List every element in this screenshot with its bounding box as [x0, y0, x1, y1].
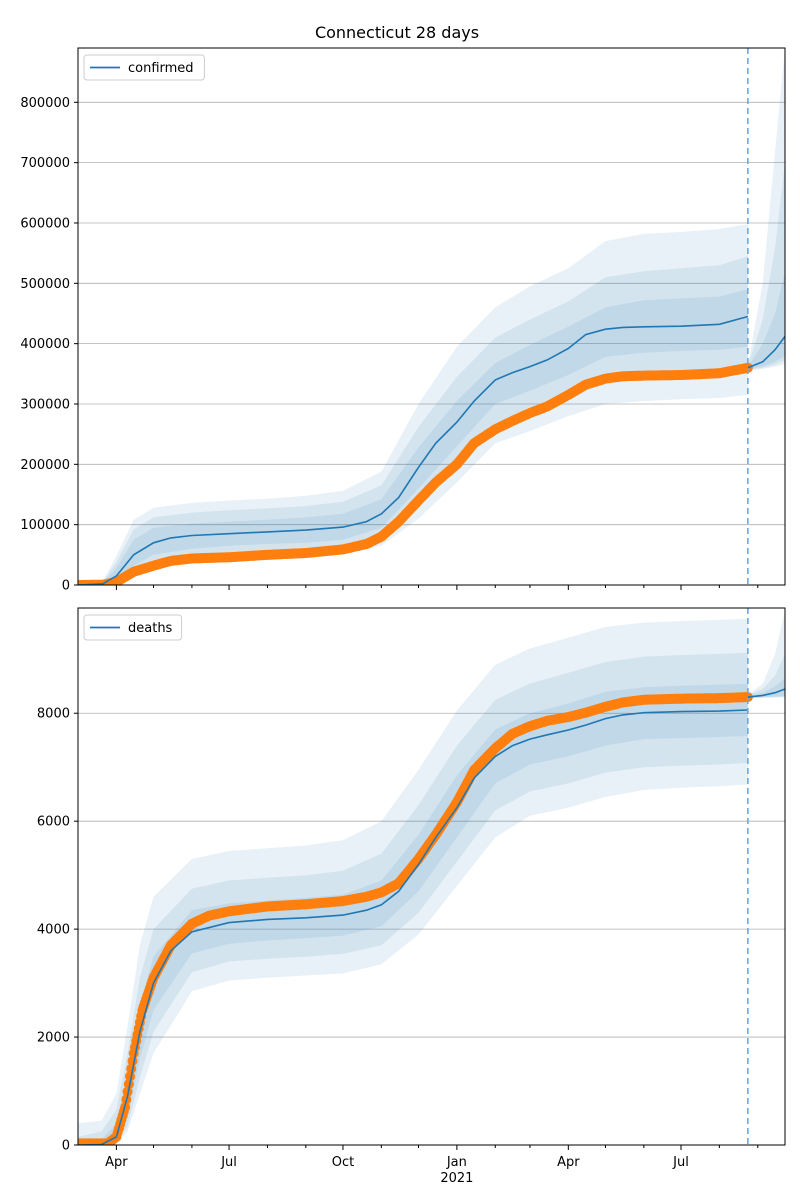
- fit-line: [78, 709, 748, 1145]
- axes-frame: [77, 607, 786, 1146]
- uncertainty-band-forecast-band-80: [747, 162, 785, 371]
- y-tick-label: 2000: [37, 1031, 70, 1046]
- uncertainty-band-band-95: [78, 224, 748, 585]
- legend-box: [83, 614, 183, 641]
- fit-line: [78, 315, 749, 585]
- y-tick-label: 0: [62, 579, 70, 594]
- legend-label: deaths: [128, 621, 173, 636]
- observed-points: [78, 692, 753, 1145]
- plot-area: [78, 48, 785, 585]
- plot-area: [78, 610, 785, 1145]
- uncertainty-band-forecast-band-95: [747, 610, 785, 699]
- y-tick-label: 700000: [20, 156, 70, 171]
- y-tick-label: 200000: [20, 458, 70, 473]
- uncertainty-band-band-80: [78, 652, 748, 1145]
- chart-title: Connecticut 28 days: [315, 23, 479, 42]
- y-tick-label: 100000: [20, 518, 70, 533]
- legend: confirmed: [83, 54, 205, 81]
- forecast-line: [747, 688, 785, 698]
- y-tick-label: 6000: [37, 815, 70, 830]
- x-tick-label: Apr: [557, 1155, 580, 1170]
- deaths-panel: 0 2000 4000 6000 8000 Apr Jul Oct Jan Apr Jul death…: [37, 607, 786, 1170]
- y-tick-label: 8000: [37, 707, 70, 722]
- observed-point: [122, 1086, 133, 1097]
- x-year-label: 2021: [440, 1171, 473, 1186]
- y-tick-label: 600000: [20, 216, 70, 231]
- legend: deaths: [83, 614, 183, 641]
- x-tick-label: Jul: [672, 1155, 689, 1170]
- y-tick-label: 0: [62, 1139, 70, 1154]
- uncertainty-band-forecast-band-50: [747, 271, 785, 369]
- uncertainty-band-band-95: [78, 618, 748, 1145]
- uncertainty-band-band-50: [78, 289, 748, 585]
- x-tick-label: Oct: [332, 1155, 354, 1170]
- legend-label: confirmed: [128, 61, 194, 76]
- confirmed-panel: 0 100000 200000 300000 400000 500000 600000 700…: [20, 47, 786, 594]
- axes-frame: [77, 47, 786, 586]
- y-tick-label: 500000: [20, 277, 70, 292]
- uncertainty-band-forecast-band-95: [747, 48, 785, 371]
- legend-box: [83, 54, 205, 81]
- y-tick-label: 4000: [37, 923, 70, 938]
- x-tick-label: Jul: [220, 1155, 237, 1170]
- observed-point: [123, 1079, 134, 1090]
- y-tick-label: 300000: [20, 397, 70, 412]
- x-tick-label: Jan: [446, 1155, 467, 1170]
- observed-points: [78, 362, 753, 585]
- forecast-line: [747, 335, 785, 369]
- y-tick-label: 400000: [20, 337, 70, 352]
- y-tick-label: 800000: [20, 96, 70, 111]
- uncertainty-band-forecast-band-80: [747, 653, 785, 698]
- x-tick-label: Apr: [105, 1155, 128, 1170]
